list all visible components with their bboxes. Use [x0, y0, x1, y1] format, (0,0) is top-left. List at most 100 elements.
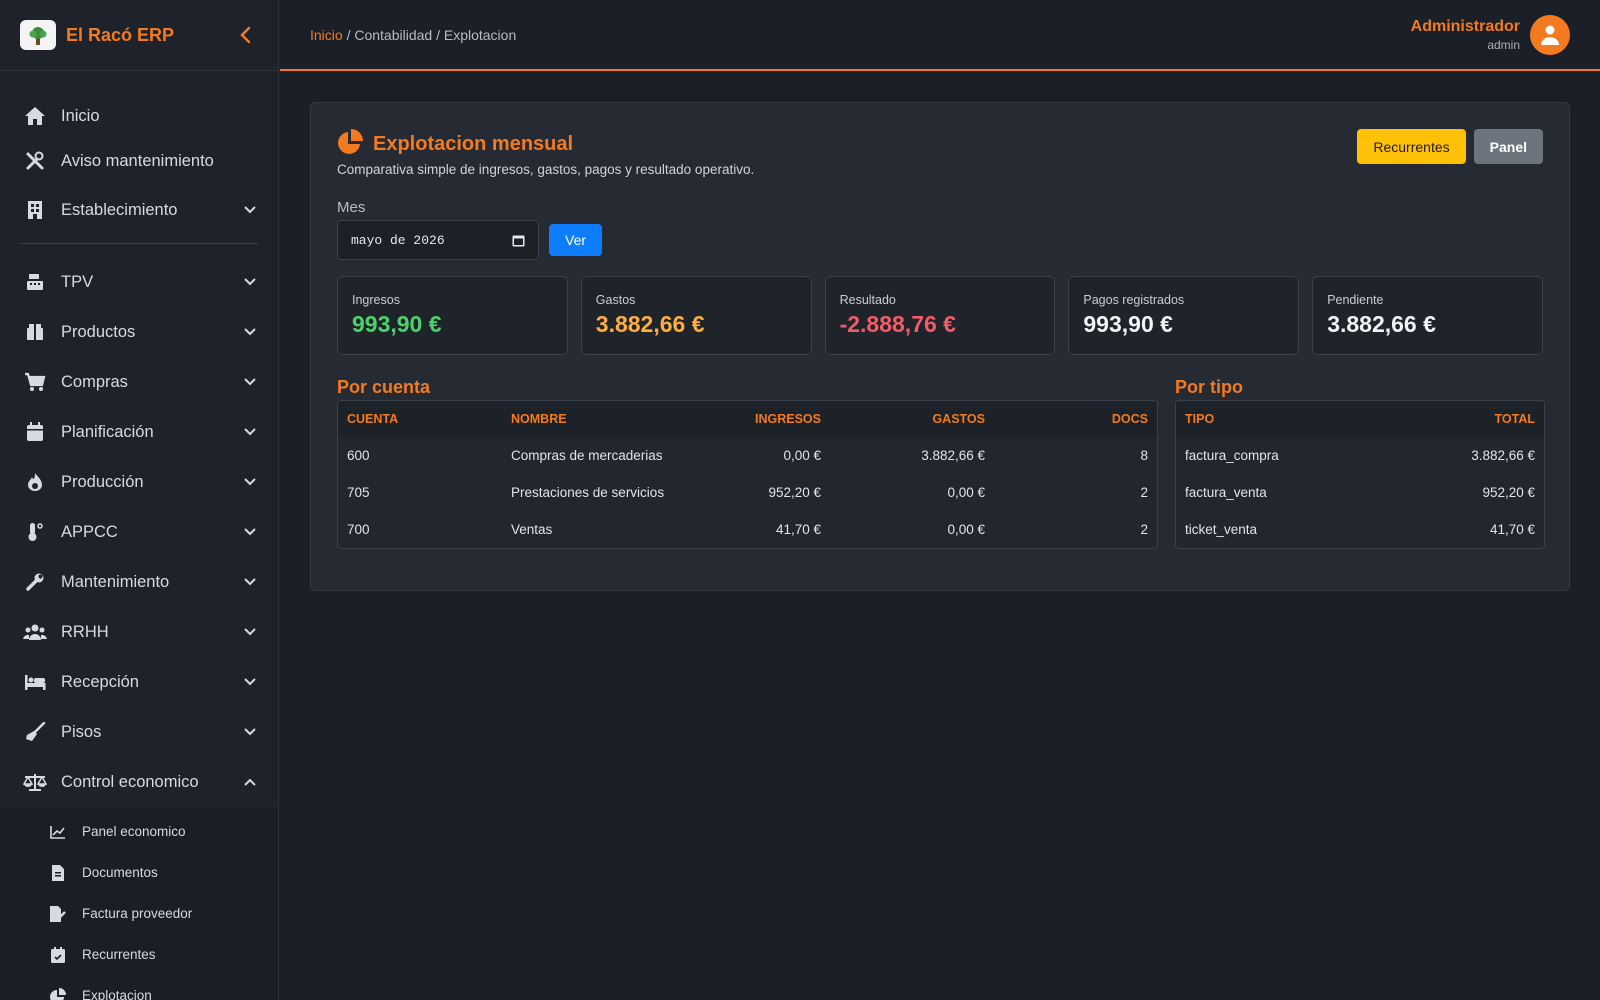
stat-pendiente: Pendiente 3.882,66 € [1312, 276, 1543, 355]
table-row: 700 Ventas 41,70 € 0,00 € 2 [347, 522, 1148, 537]
users-icon [23, 620, 47, 644]
brand: El Racó ERP [0, 0, 278, 71]
stat-ingresos: Ingresos 993,90 € [337, 276, 568, 355]
stat-value: -2.888,76 € [839, 311, 956, 337]
stat-pagos-registrados: Pagos registrados 993,90 € [1068, 276, 1300, 355]
calendar-icon [512, 235, 525, 246]
user-role: admin [1487, 37, 1520, 52]
table-row: ticket_venta 41,70 € [1185, 522, 1535, 537]
sidebar-item-factura-proveedor[interactable]: Factura proveedor [0, 893, 278, 934]
sidebar-item-rrhh[interactable]: RRHH [0, 607, 278, 657]
calendar-check-icon [49, 946, 67, 964]
table-row: 600 Compras de mercaderias 0,00 € 3.882,… [347, 448, 1148, 463]
stat-value: 993,90 € [1083, 311, 1173, 337]
page-subtitle: Comparativa simple de ingresos, gastos, … [337, 162, 755, 177]
sidebar-item-panel-economico[interactable]: Panel economico [0, 811, 278, 852]
cash-register-icon [23, 270, 47, 294]
stat-value: 993,90 € [352, 311, 442, 337]
collapse-sidebar-button[interactable] [234, 23, 258, 47]
breadcrumb-trail: / Contabilidad / Explotacion [342, 26, 517, 43]
topbar: Inicio / Contabilidad / Explotacion Admi… [280, 0, 1600, 71]
home-icon [23, 104, 47, 128]
month-input-value: mayo de 2026 [351, 232, 445, 248]
mes-label: Mes [337, 199, 366, 216]
stat-value: 3.882,66 € [1327, 311, 1436, 337]
card-header: Explotacion mensual Comparativa simple d… [337, 129, 1543, 177]
file-invoice-icon [49, 864, 67, 882]
por-tipo-section: Por tipo TIPO TOTAL factura_compra 3.882… [1175, 377, 1545, 549]
brand-name: El Racó ERP [66, 24, 175, 45]
scale-icon [23, 770, 47, 794]
sidebar-item-aviso-mantenimiento[interactable]: Aviso mantenimiento [0, 141, 278, 181]
user-icon [1541, 25, 1559, 45]
file-edit-icon [49, 905, 67, 923]
cart-icon [23, 370, 47, 394]
por-cuenta-title: Por cuenta [337, 377, 431, 397]
breadcrumb-home-link[interactable]: Inicio [310, 26, 343, 43]
sidebar: El Racó ERP Inicio Aviso mantenimiento E… [0, 0, 279, 1000]
por-cuenta-table: CUENTA NOMBRE INGRESOS GASTOS DOCS 600 C… [337, 400, 1158, 549]
explotacion-card: Explotacion mensual Comparativa simple d… [310, 102, 1570, 591]
page-title: Explotacion mensual [373, 133, 574, 155]
chevron-down-icon [242, 724, 258, 740]
user-name: Administrador [1410, 17, 1520, 35]
sidebar-item-mantenimiento[interactable]: Mantenimiento [0, 557, 278, 607]
chevron-down-icon [242, 524, 258, 540]
breadcrumb: Inicio / Contabilidad / Explotacion [310, 27, 1411, 43]
por-tipo-table: TIPO TOTAL factura_compra 3.882,66 € fac… [1175, 400, 1545, 549]
sidebar-item-appcc[interactable]: APPCC [0, 507, 278, 557]
avatar[interactable] [1530, 14, 1570, 55]
sidebar-item-recepcion[interactable]: Recepción [0, 657, 278, 707]
stat-gastos: Gastos 3.882,66 € [580, 276, 812, 355]
chevron-down-icon [242, 274, 258, 290]
thermometer-icon [23, 520, 47, 544]
sidebar-item-control-economico[interactable]: Control economico [0, 757, 278, 807]
chevron-down-icon [242, 624, 258, 640]
bed-icon [23, 670, 47, 694]
month-input[interactable]: mayo de 2026 [337, 220, 539, 260]
stats-row: Ingresos 993,90 € Gastos 3.882,66 € Resu… [337, 276, 1543, 355]
chevron-down-icon [242, 202, 258, 218]
user-info: Administrador admin [1411, 18, 1520, 52]
sidebar-item-establecimiento[interactable]: Establecimiento [0, 181, 278, 239]
sidebar-item-produccion[interactable]: Producción [0, 457, 278, 507]
box-icon [23, 320, 47, 344]
table-row: 705 Prestaciones de servicios 952,20 € 0… [347, 485, 1148, 500]
chevron-down-icon [242, 374, 258, 390]
logo [20, 20, 56, 50]
tools-icon [23, 149, 47, 173]
submenu-control-economico: Panel economico Documentos Factura prove… [0, 807, 278, 1000]
pie-chart-icon [49, 987, 67, 1000]
sidebar-item-tpv[interactable]: TPV [0, 257, 278, 307]
por-cuenta-section: Por cuenta CUENTA NOMBRE INGRESOS GASTOS… [337, 377, 1158, 549]
chevron-down-icon [242, 574, 258, 590]
table-row: factura_venta 952,20 € [1185, 485, 1535, 500]
ver-button[interactable]: Ver [549, 224, 603, 256]
sidebar-divider [20, 243, 258, 244]
chart-line-icon [49, 823, 67, 841]
chevron-up-icon [242, 774, 258, 790]
chevron-down-icon [242, 324, 258, 340]
panel-button[interactable]: Panel [1473, 129, 1543, 164]
sidebar-item-productos[interactable]: Productos [0, 307, 278, 357]
broom-icon [23, 720, 47, 744]
chevron-left-icon [240, 26, 251, 44]
chevron-down-icon [242, 474, 258, 490]
table-row: factura_compra 3.882,66 € [1185, 448, 1535, 463]
chevron-down-icon [242, 424, 258, 440]
sidebar-item-compras[interactable]: Compras [0, 357, 278, 407]
sidebar-item-planificacion[interactable]: Planificación [0, 407, 278, 457]
chevron-down-icon [242, 674, 258, 690]
fire-icon [23, 470, 47, 494]
sidebar-item-explotacion[interactable]: Explotacion [0, 975, 278, 1000]
sidebar-item-recurrentes[interactable]: Recurrentes [0, 934, 278, 975]
sidebar-item-inicio[interactable]: Inicio [0, 91, 278, 141]
table-header: CUENTA NOMBRE INGRESOS GASTOS DOCS [338, 401, 1157, 437]
sidebar-item-pisos[interactable]: Pisos [0, 707, 278, 757]
recurrentes-button[interactable]: Recurrentes [1357, 129, 1466, 164]
wrench-icon [23, 570, 47, 594]
sidebar-item-documentos[interactable]: Documentos [0, 852, 278, 893]
sidebar-nav: Inicio Aviso mantenimiento Establecimien… [0, 71, 278, 1000]
stat-value: 3.882,66 € [595, 311, 705, 337]
tables-row: Por cuenta CUENTA NOMBRE INGRESOS GASTOS… [337, 377, 1545, 549]
